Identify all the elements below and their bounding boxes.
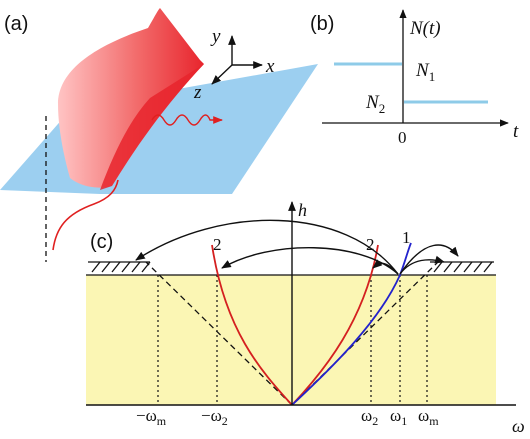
panel-b-label: (b): [310, 13, 334, 35]
hatched-wall-right: [430, 261, 494, 273]
mode-2-curve-left: [211, 244, 293, 406]
tick-minus-omega-2: −ω2: [201, 406, 228, 428]
panel-c-ylabel: h: [298, 200, 307, 220]
sheet-front-face: [100, 64, 204, 190]
curved-sheet: [58, 8, 204, 188]
allowed-region: [86, 275, 496, 405]
dotted-guides: [157, 275, 428, 405]
mode-2-left-label: 2: [213, 235, 222, 254]
panel-b-xlabel: t: [513, 121, 519, 142]
level-low-label: N2: [365, 92, 385, 116]
panel-a: (a) y x z: [0, 8, 318, 262]
panel-c-xlabel: ω: [512, 416, 525, 436]
tick-minus-omega-m: −ωm: [136, 406, 167, 428]
transition-arrows: [135, 219, 459, 275]
tick-omega-1: ω1: [390, 406, 407, 428]
hatched-wall-left: [88, 261, 151, 273]
axis-x-label: x: [265, 56, 275, 77]
tick-omega-m: ωm: [418, 406, 439, 428]
mode-1-curve: [291, 242, 412, 406]
mode-2-right-label: 2: [366, 235, 375, 254]
emitted-wave: [151, 114, 223, 126]
mode-2-curve-right: [291, 244, 379, 406]
panel-b-ylabel: N(t): [409, 18, 441, 39]
light-line-left: [145, 261, 293, 406]
coordinate-axes: [211, 35, 263, 85]
panel-b: (b) N(t) N1 N2 0 t: [310, 9, 519, 147]
level-high-label: N1: [415, 60, 435, 84]
axis-y-label: y: [210, 26, 221, 47]
profile-curve: [52, 179, 119, 251]
panel-c-label: (c): [90, 231, 113, 253]
tick-omega-2: ω2: [361, 406, 378, 428]
panel-a-label: (a): [4, 13, 28, 35]
axis-z-label: z: [193, 82, 202, 103]
panel-b-origin-label: 0: [398, 128, 407, 147]
panel-c: (c) h ω 1 2 2 −ωm −ω2 ω2 ω1 ωm: [86, 200, 525, 436]
mode-1-label: 1: [402, 228, 411, 247]
